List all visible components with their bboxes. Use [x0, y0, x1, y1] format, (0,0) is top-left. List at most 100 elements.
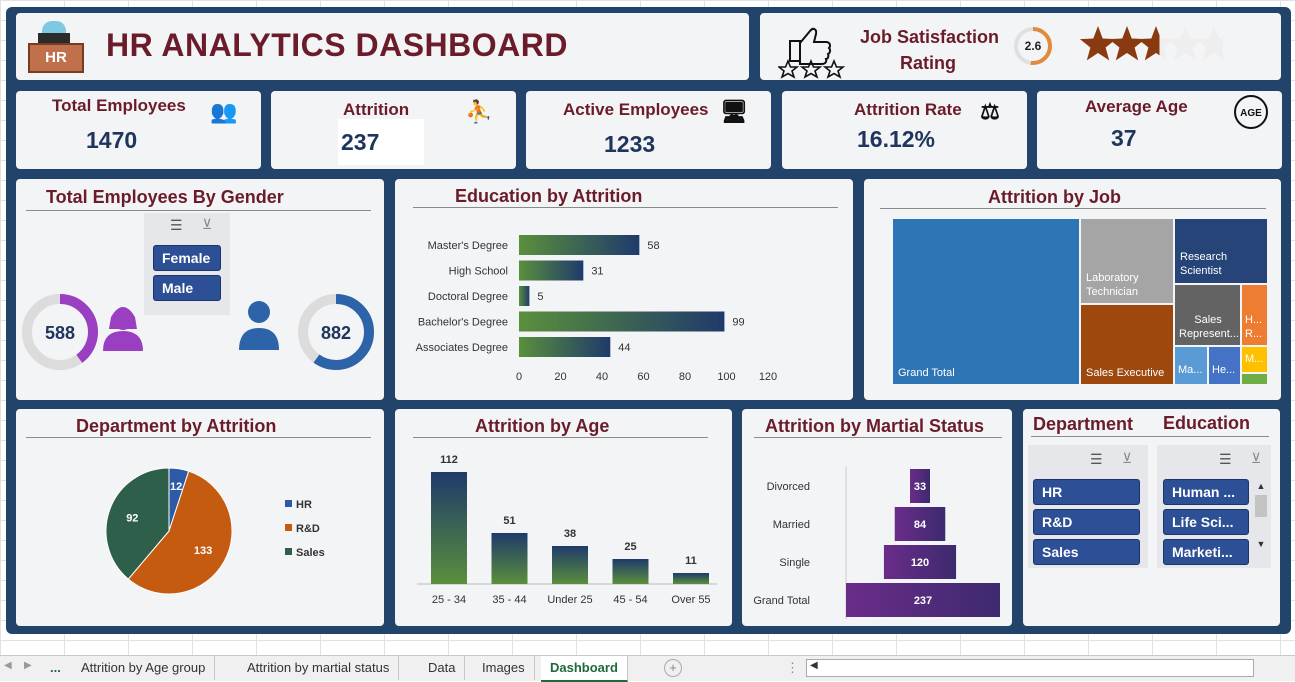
treemap-tile-grand-total[interactable]: Grand Total [893, 219, 1079, 384]
department-slicer: ☰ ⊻ HR R&D Sales [1028, 445, 1148, 568]
treemap-tile-sales-rep[interactable]: Sales Represent... [1175, 285, 1240, 345]
education-slicer-title: Education [1163, 413, 1251, 433]
pie-slice[interactable] [105, 467, 170, 580]
treemap-tile-manager[interactable]: Ma... [1175, 347, 1207, 384]
satisfaction-gauge: 2.6 [1014, 27, 1052, 65]
education-bar[interactable] [519, 235, 640, 255]
scroll-thumb[interactable] [1255, 495, 1267, 517]
education-bar[interactable] [519, 337, 611, 357]
sheet-tab[interactable]: Images [473, 656, 535, 680]
clear-filter-icon[interactable]: ⊻ [1122, 450, 1133, 466]
sheet-tab[interactable]: Data [419, 656, 466, 680]
education-slicer-button[interactable]: Life Sci... [1163, 509, 1249, 535]
balance-person-icon: ⚖ [980, 99, 1000, 124]
clear-filter-icon[interactable]: ⊻ [202, 216, 213, 232]
job-chart-title: Attrition by Job [988, 187, 1121, 207]
department-slicer-button[interactable]: R&D [1033, 509, 1140, 535]
kpi-value: 1233 [604, 131, 656, 157]
tab-splitter-icon[interactable]: ⋮ [786, 660, 799, 675]
treemap-tile-research[interactable]: Research Scientist [1175, 219, 1267, 283]
education-x-tick: 0 [516, 371, 522, 383]
multi-select-icon[interactable]: ☰ [1090, 451, 1103, 467]
multi-select-icon[interactable]: ☰ [1219, 451, 1232, 467]
legend-swatch [285, 500, 292, 507]
clear-filter-icon[interactable]: ⊻ [1251, 450, 1262, 466]
sheet-tab-bar: ◀ ▶ ... Attrition by Age group Attrition … [0, 655, 1295, 682]
tab-scroll-left-icon[interactable]: ◀ [4, 660, 12, 671]
age-value-label: 11 [685, 555, 697, 567]
marital-value-label: 120 [911, 557, 929, 569]
slicer-female-button[interactable]: Female [153, 245, 221, 271]
kpi-label: Total Employees [52, 96, 186, 115]
legend-label: R&D [296, 523, 320, 535]
scroll-down-icon[interactable]: ▼ [1256, 539, 1266, 549]
pie-slice[interactable] [127, 470, 233, 595]
male-donut-arc [298, 294, 374, 370]
marital-bar[interactable] [846, 583, 1000, 617]
department-card: Department by Attrition 12 133 92 HR R&D Sale… [16, 409, 384, 626]
multi-select-icon[interactable]: ☰ [170, 217, 183, 233]
satisfaction-card: Job Satisfaction Rating 2.6 [760, 13, 1281, 80]
education-x-tick: 80 [679, 371, 691, 383]
male-value: 882 [321, 323, 351, 343]
treemap-tile-hr[interactable]: H... R... [1242, 285, 1267, 345]
marital-chart-title: Attrition by Martial Status [765, 416, 985, 436]
add-sheet-icon[interactable]: + [664, 659, 682, 677]
age-value-label: 112 [440, 454, 458, 466]
department-slicer-button[interactable]: HR [1033, 479, 1140, 505]
gender-chart-title: Total Employees By Gender [46, 187, 284, 207]
slicer-male-button[interactable]: Male [153, 275, 221, 301]
education-bar[interactable] [519, 260, 584, 281]
marital-bar[interactable] [883, 545, 957, 579]
scroll-up-icon[interactable]: ▲ [1256, 481, 1266, 491]
age-category-label: 45 - 54 [613, 594, 647, 606]
marital-category-label: Single [779, 557, 810, 569]
person-at-desk-icon: 🖥 [720, 99, 748, 124]
sheet-tab[interactable]: Dashboard [541, 656, 628, 682]
education-bar[interactable] [519, 311, 725, 332]
age-category-label: Under 25 [547, 594, 592, 606]
sheet-tab[interactable]: Attrition by Age group [72, 656, 216, 680]
education-slicer-button[interactable]: Human ... [1163, 479, 1249, 505]
marital-bar[interactable] [894, 507, 946, 541]
rating-star [1079, 26, 1117, 61]
rating-star [1166, 26, 1204, 61]
age-bar[interactable] [431, 472, 467, 584]
treemap-tile-misc-1[interactable]: M... [1242, 347, 1267, 372]
three-stars-icon [778, 59, 846, 79]
tab-more[interactable]: ... [50, 660, 61, 675]
education-slicer-button[interactable]: Marketi... [1163, 539, 1249, 565]
marital-bar[interactable] [910, 469, 930, 503]
treemap-tile-healthcare[interactable]: He... [1209, 347, 1240, 384]
age-bar[interactable] [673, 573, 709, 584]
gender-slicer: ☰ ⊻ Female Male [144, 213, 230, 315]
age-value-label: 25 [624, 541, 636, 553]
age-bar[interactable] [552, 546, 588, 584]
pie-value-label: 133 [194, 545, 212, 557]
tab-scroll-right-icon[interactable]: ▶ [24, 660, 32, 671]
slicer-scrollbar[interactable]: ▲ ▼ [1254, 481, 1268, 561]
horizontal-scrollbar[interactable]: ◀ [806, 659, 1254, 677]
sheet-tab[interactable]: Attrition by martial status [238, 656, 400, 680]
kpi-card: Total Employees 1470 👥 [16, 91, 261, 169]
hscroll-left-icon[interactable]: ◀ [810, 660, 818, 671]
female-donut-arc [22, 294, 98, 370]
slicers-card: Department Education ☰ ⊻ HR R&D Sales ☰ ⊻ … [1023, 409, 1280, 626]
age-bar[interactable] [491, 533, 528, 584]
attrition-value-box [338, 119, 424, 165]
kpi-card: Active Employees 1233 🖥 [526, 91, 771, 169]
education-bar[interactable] [519, 286, 530, 306]
legend-swatch [285, 524, 292, 531]
department-slicer-button[interactable]: Sales [1033, 539, 1140, 565]
people-leaving-icon: ⛹ [465, 99, 493, 124]
education-value-label: 5 [537, 291, 543, 303]
age-bar[interactable] [612, 559, 649, 584]
marital-value-label: 33 [914, 481, 926, 493]
satisfaction-label-line1: Job Satisfaction [860, 27, 1000, 47]
kpi-label: Average Age [1085, 97, 1188, 116]
treemap-tile-sales-exec[interactable]: Sales Executive [1081, 305, 1173, 384]
education-chart-title: Education by Attrition [455, 186, 643, 206]
treemap-tile-lab-tech[interactable]: Laboratory Technician [1081, 219, 1173, 303]
rating-star [1108, 26, 1146, 61]
treemap-tile-misc-2[interactable] [1242, 374, 1267, 384]
